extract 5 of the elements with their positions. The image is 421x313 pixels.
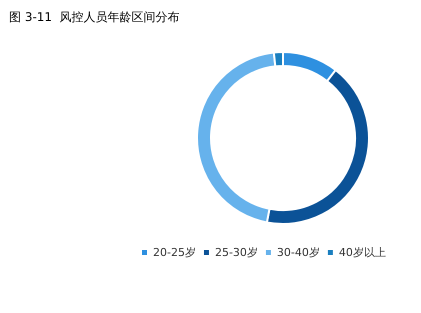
chart-title: 图 3-11 风控人员年龄区间分布 bbox=[9, 10, 180, 24]
legend-label: 25-30岁 bbox=[214, 246, 258, 259]
legend-label: 30-40岁 bbox=[276, 246, 320, 259]
legend-label: 20-25岁 bbox=[153, 246, 196, 259]
legend-label: 40岁以上 bbox=[338, 246, 386, 259]
